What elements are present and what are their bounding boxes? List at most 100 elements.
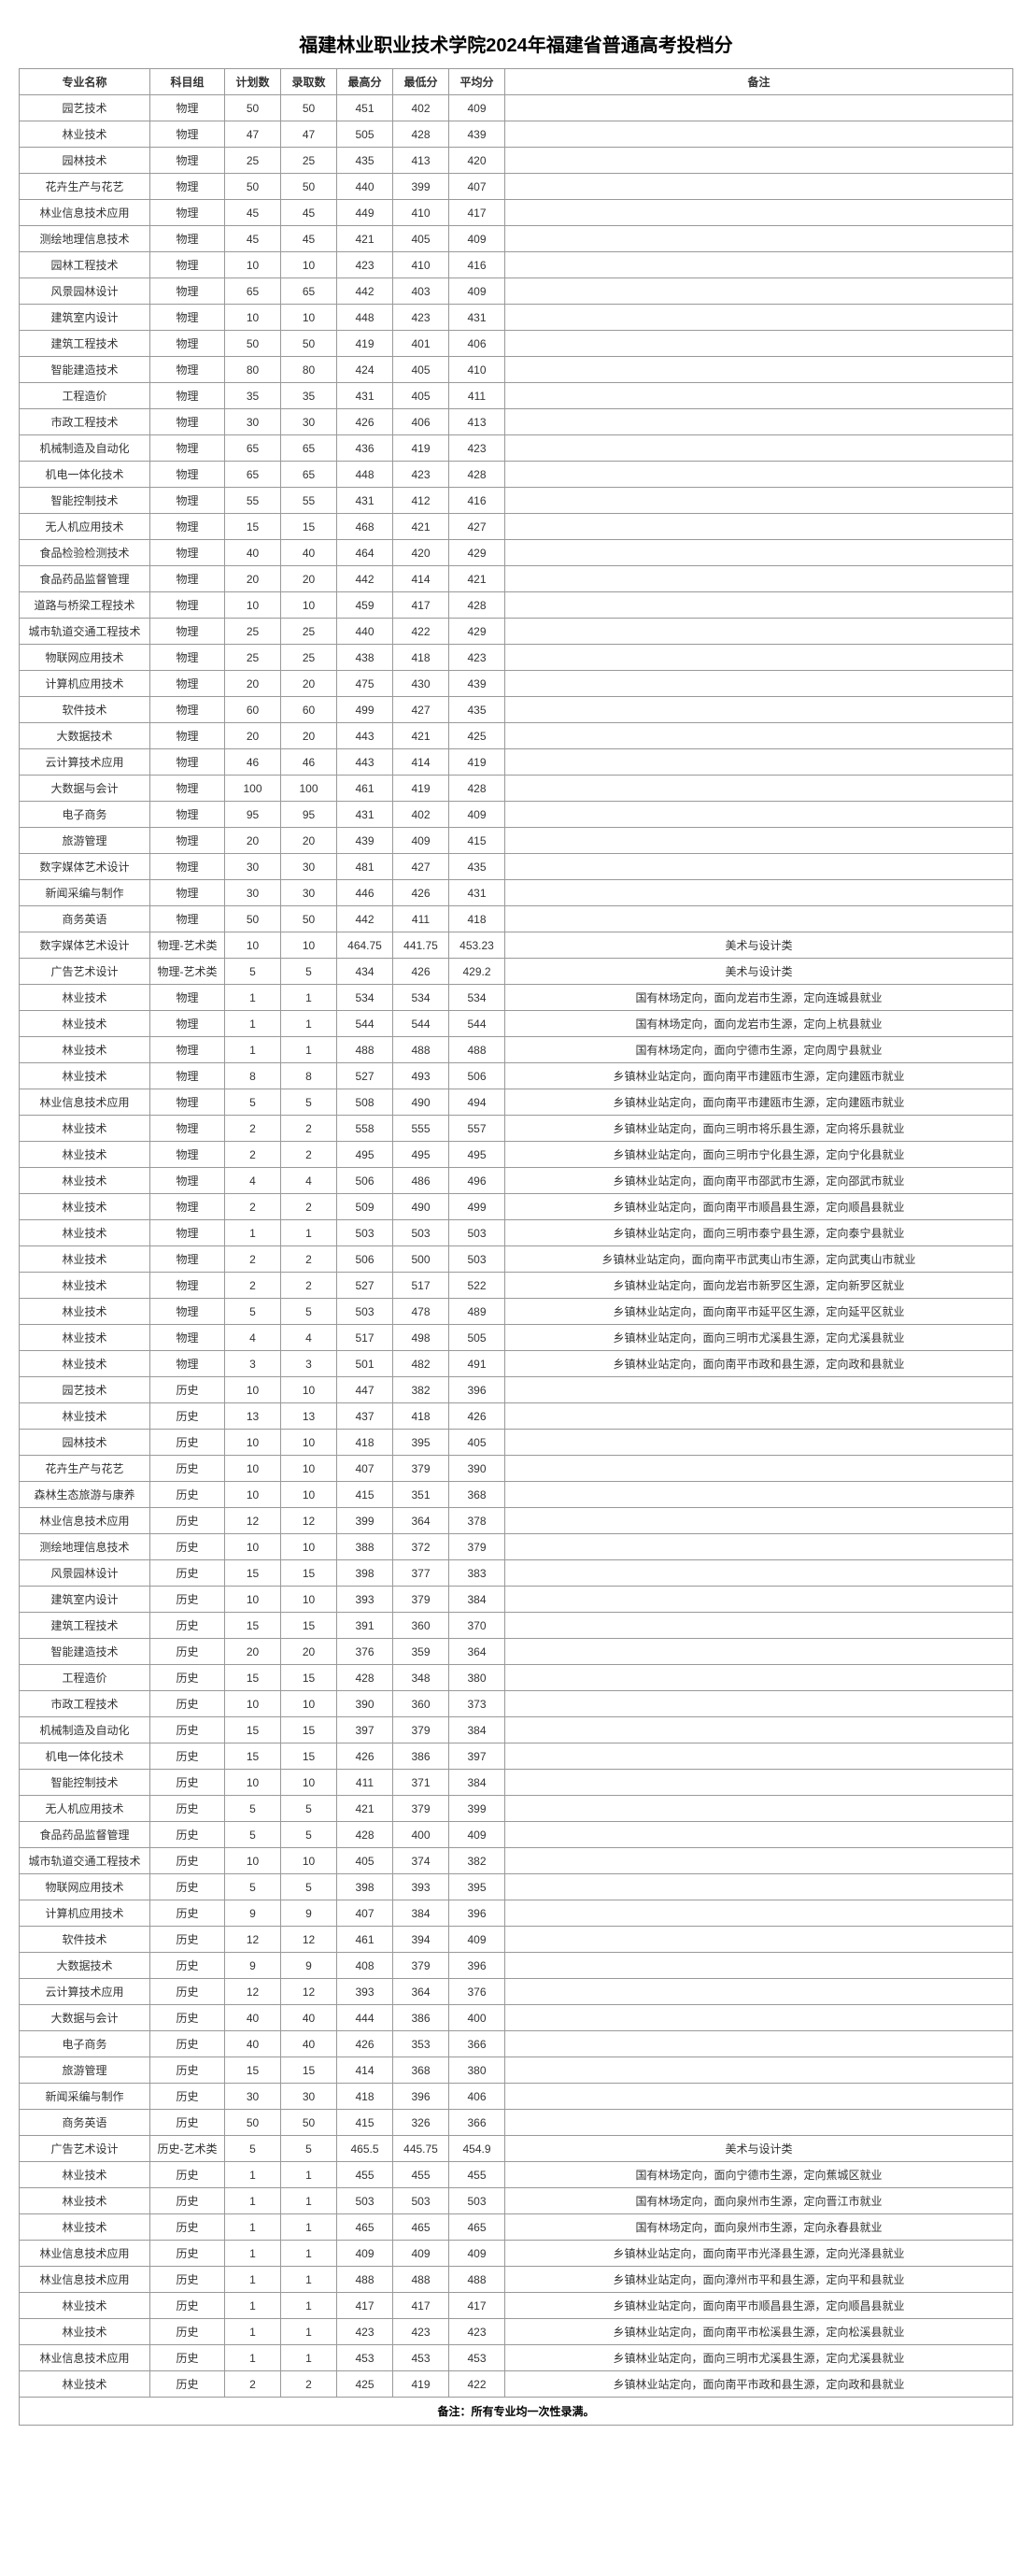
cell-subject: 物理 [150, 671, 225, 697]
cell-major: 数字媒体艺术设计 [20, 932, 150, 959]
cell-subject: 物理 [150, 1089, 225, 1116]
table-row: 林业技术物理11534534534国有林场定向，面向龙岩市生源，定向连城县就业 [20, 985, 1013, 1011]
cell-admit: 10 [281, 1377, 337, 1403]
table-row: 林业技术物理22509490499乡镇林业站定向，面向南平市顺昌县生源，定向顺昌… [20, 1194, 1013, 1220]
cell-note: 乡镇林业站定向，面向南平市政和县生源，定向政和县就业 [505, 2371, 1013, 2398]
cell-admit: 20 [281, 566, 337, 592]
cell-subject: 历史 [150, 1534, 225, 1560]
cell-high: 376 [337, 1639, 393, 1665]
cell-note: 乡镇林业站定向，面向三明市宁化县生源，定向宁化县就业 [505, 1142, 1013, 1168]
cell-high: 459 [337, 592, 393, 619]
table-row: 市政工程技术历史1010390360373 [20, 1691, 1013, 1717]
cell-high: 437 [337, 1403, 393, 1430]
cell-avg: 496 [449, 1168, 505, 1194]
cell-plan: 1 [225, 2345, 281, 2371]
cell-low: 326 [393, 2110, 449, 2136]
cell-high: 465.5 [337, 2136, 393, 2162]
cell-admit: 10 [281, 592, 337, 619]
cell-plan: 1 [225, 2214, 281, 2241]
cell-plan: 2 [225, 1273, 281, 1299]
cell-avg: 503 [449, 1220, 505, 1246]
cell-note [505, 592, 1013, 619]
cell-note: 乡镇林业站定向，面向南平市松溪县生源，定向松溪县就业 [505, 2319, 1013, 2345]
table-row: 测绘地理信息技术历史1010388372379 [20, 1534, 1013, 1560]
cell-subject: 历史 [150, 1796, 225, 1822]
cell-low: 417 [393, 592, 449, 619]
cell-subject: 物理 [150, 174, 225, 200]
cell-high: 426 [337, 1743, 393, 1770]
cell-high: 411 [337, 1770, 393, 1796]
cell-major: 林业技术 [20, 2188, 150, 2214]
table-row: 林业技术物理44517498505乡镇林业站定向，面向三明市尤溪县生源，定向尤溪… [20, 1325, 1013, 1351]
cell-subject: 历史 [150, 2005, 225, 2031]
cell-avg: 409 [449, 802, 505, 828]
cell-major: 机电一体化技术 [20, 1743, 150, 1770]
cell-high: 424 [337, 357, 393, 383]
cell-low: 428 [393, 121, 449, 148]
cell-major: 智能建造技术 [20, 357, 150, 383]
cell-subject: 物理 [150, 1037, 225, 1063]
cell-avg: 503 [449, 2188, 505, 2214]
cell-low: 503 [393, 1220, 449, 1246]
cell-plan: 10 [225, 1848, 281, 1874]
cell-avg: 503 [449, 1246, 505, 1273]
cell-note [505, 671, 1013, 697]
cell-note [505, 697, 1013, 723]
cell-plan: 15 [225, 1717, 281, 1743]
table-row: 工程造价物理3535431405411 [20, 383, 1013, 409]
cell-low: 419 [393, 435, 449, 462]
cell-note [505, 566, 1013, 592]
cell-major: 城市轨道交通工程技术 [20, 619, 150, 645]
cell-subject: 物理 [150, 1299, 225, 1325]
cell-admit: 10 [281, 1770, 337, 1796]
cell-low: 498 [393, 1325, 449, 1351]
cell-subject: 物理 [150, 462, 225, 488]
cell-admit: 1 [281, 2267, 337, 2293]
cell-avg: 439 [449, 121, 505, 148]
cell-note [505, 2031, 1013, 2057]
cell-high: 421 [337, 1796, 393, 1822]
cell-major: 林业信息技术应用 [20, 2241, 150, 2267]
cell-subject: 历史 [150, 2084, 225, 2110]
cell-high: 442 [337, 906, 393, 932]
cell-note [505, 880, 1013, 906]
cell-avg: 453.23 [449, 932, 505, 959]
cell-major: 林业技术 [20, 1403, 150, 1430]
cell-plan: 1 [225, 2267, 281, 2293]
cell-major: 大数据技术 [20, 1953, 150, 1979]
cell-plan: 50 [225, 95, 281, 121]
cell-avg: 427 [449, 514, 505, 540]
cell-note [505, 2005, 1013, 2031]
cell-subject: 物理 [150, 697, 225, 723]
cell-admit: 10 [281, 252, 337, 278]
cell-note: 乡镇林业站定向，面向南平市武夷山市生源，定向武夷山市就业 [505, 1246, 1013, 1273]
cell-low: 386 [393, 2005, 449, 2031]
cell-major: 电子商务 [20, 802, 150, 828]
cell-admit: 4 [281, 1168, 337, 1194]
cell-admit: 5 [281, 2136, 337, 2162]
cell-high: 405 [337, 1848, 393, 1874]
cell-low: 379 [393, 1456, 449, 1482]
cell-plan: 20 [225, 723, 281, 749]
cell-high: 426 [337, 2031, 393, 2057]
cell-plan: 5 [225, 1089, 281, 1116]
cell-low: 382 [393, 1377, 449, 1403]
table-row: 城市轨道交通工程技术历史1010405374382 [20, 1848, 1013, 1874]
cell-admit: 95 [281, 802, 337, 828]
cell-subject: 历史 [150, 1613, 225, 1639]
cell-admit: 5 [281, 959, 337, 985]
cell-major: 林业技术 [20, 1063, 150, 1089]
cell-plan: 55 [225, 488, 281, 514]
cell-admit: 15 [281, 1743, 337, 1770]
cell-major: 商务英语 [20, 906, 150, 932]
cell-admit: 55 [281, 488, 337, 514]
cell-admit: 10 [281, 1848, 337, 1874]
cell-avg: 370 [449, 1613, 505, 1639]
cell-subject: 物理 [150, 1194, 225, 1220]
cell-admit: 35 [281, 383, 337, 409]
cell-plan: 47 [225, 121, 281, 148]
cell-high: 421 [337, 226, 393, 252]
cell-subject: 历史 [150, 1717, 225, 1743]
cell-admit: 5 [281, 1796, 337, 1822]
cell-avg: 383 [449, 1560, 505, 1587]
